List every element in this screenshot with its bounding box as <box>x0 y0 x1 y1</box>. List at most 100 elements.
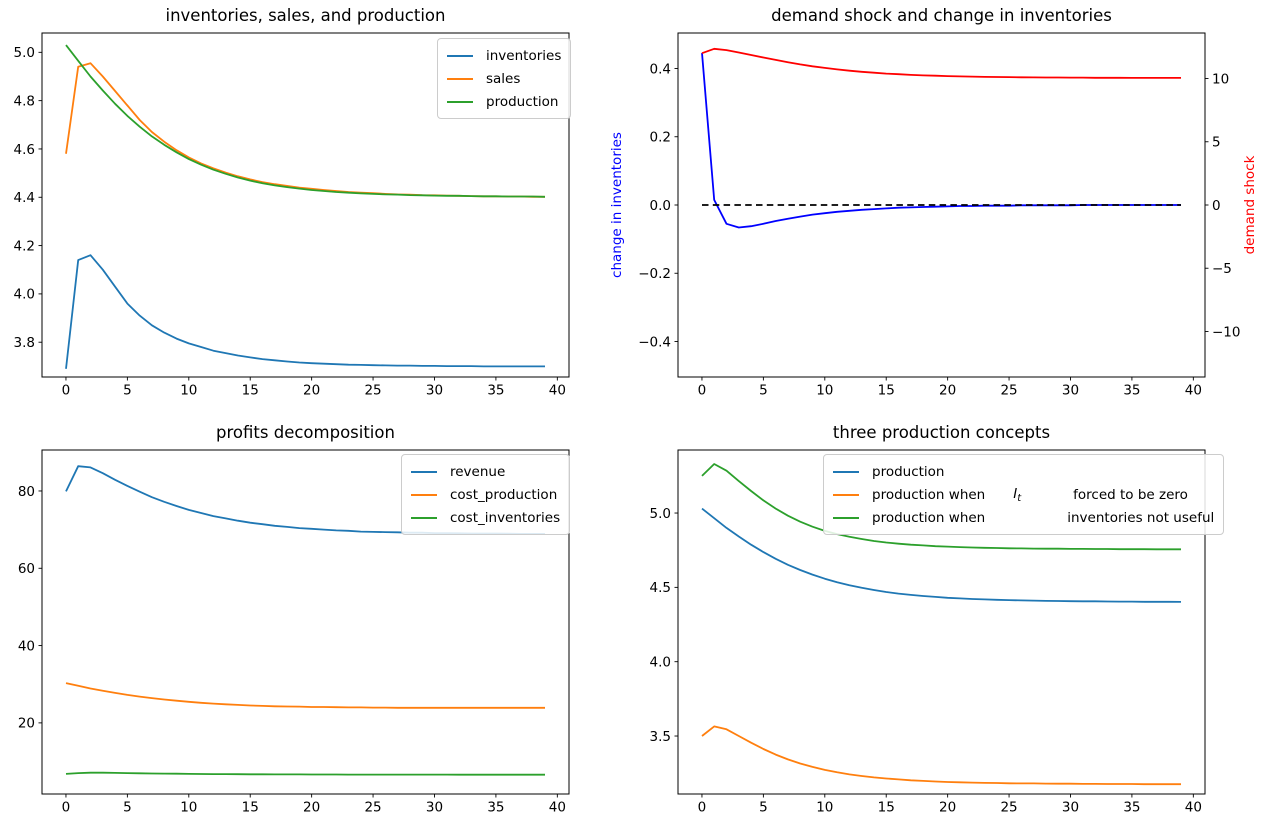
y-tick-label: 40 <box>18 638 35 654</box>
subplot-three-production-concepts: 0 5 10 15 20 25 30 35 40 3.5 4.0 4.5 5.0 three produ… <box>636 417 1272 834</box>
legend-label: inventories <box>486 47 562 64</box>
legend-three-production-concepts: production production when It forced to … <box>823 454 1225 535</box>
y-tick-label: 0.2 <box>650 130 671 146</box>
subplot-profits-decomposition: 0 5 10 15 20 25 30 35 40 20 40 60 80 profits decompo… <box>0 417 636 834</box>
legend-label-suffix: forced to be zero <box>1073 486 1188 503</box>
right-y-tick-label: −10 <box>1212 324 1241 340</box>
legend-label-prefix: production when <box>872 486 986 503</box>
legend-item: revenue <box>411 460 560 483</box>
legend-item: sales <box>447 67 561 90</box>
x-tick-label: 25 <box>1000 383 1017 399</box>
series-line-production-when-inventories-not-useful <box>701 463 1181 551</box>
y-axis-label-change-in-inventories: change in inventories <box>609 132 625 278</box>
series-line-cost-inventories <box>65 771 545 776</box>
x-tick-label: 0 <box>698 800 707 816</box>
x-tick-label: 0 <box>698 383 707 399</box>
x-tick-label: 40 <box>1185 383 1202 399</box>
series-line-inventories <box>65 254 545 369</box>
y-tick-label: 5.0 <box>14 45 35 61</box>
legend-item: production <box>447 90 561 113</box>
legend-item: production when It forced to be zero <box>833 483 1214 506</box>
x-tick-label: 40 <box>549 800 566 816</box>
plot-canvas-three-production-concepts: 0 5 10 15 20 25 30 35 40 3.5 4.0 4.5 5.0 <box>650 449 1206 816</box>
y-tick-label: 4.0 <box>14 287 35 303</box>
y-axis-label-demand-shock: demand shock <box>1242 155 1258 255</box>
y-tick-label: 4.8 <box>14 93 35 109</box>
legend-line-swatch <box>833 516 859 519</box>
legend-line-swatch <box>411 516 437 519</box>
x-tick-label: 10 <box>816 383 833 399</box>
legend-inventories-sales-production: inventories sales production <box>437 38 572 119</box>
x-tick-label: 5 <box>759 383 768 399</box>
y-tick-label: −0.2 <box>638 266 671 282</box>
legend-label-spacer <box>985 494 1013 495</box>
x-tick-label: 40 <box>1185 800 1202 816</box>
legend-item: cost_inventories <box>411 506 560 529</box>
x-tick-label: 25 <box>364 800 381 816</box>
legend-line-swatch <box>447 54 473 57</box>
legend-label: cost_production <box>450 486 558 503</box>
axes-frame <box>41 449 570 795</box>
legend-label-prefix: production when <box>872 509 986 526</box>
legend-label: revenue <box>450 463 506 480</box>
x-tick-label: 35 <box>1123 383 1140 399</box>
legend-item: cost_production <box>411 483 560 506</box>
series-line-cost-production <box>65 682 545 709</box>
x-tick-label: 30 <box>1062 383 1079 399</box>
y-tick-label: 4.6 <box>14 142 35 158</box>
plot-title-profits-decomposition: profits decomposition <box>216 423 395 442</box>
x-tick-label: 35 <box>487 383 504 399</box>
x-tick-label: 5 <box>123 383 132 399</box>
x-tick-label: 10 <box>816 800 833 816</box>
legend-line-swatch <box>447 100 473 103</box>
x-tick-label: 35 <box>487 800 504 816</box>
legend-item: production when inventories not useful <box>833 506 1214 529</box>
x-tick-label: 0 <box>62 800 71 816</box>
x-tick-label: 10 <box>180 383 197 399</box>
series-line-production-when-it-forced-to-be-zero <box>701 725 1181 786</box>
x-tick-label: 30 <box>1062 800 1079 816</box>
x-tick-label: 30 <box>426 800 443 816</box>
y-tick-label: 4.2 <box>14 238 35 254</box>
plot-title-inventories-sales-production: inventories, sales, and production <box>165 6 446 25</box>
subplot-demand-shock: 0 5 10 15 20 25 30 35 40 −0.4 −0.2 0.0 0.2 0.4 −10 −5 0 5… <box>609 0 1272 417</box>
x-tick-label: 5 <box>123 800 132 816</box>
legend-line-swatch <box>447 77 473 80</box>
y-tick-label: 4.4 <box>14 190 35 206</box>
legend-label-spacer <box>985 517 1067 518</box>
right-y-tick-label: 0 <box>1212 198 1221 214</box>
legend-item: production <box>833 460 1214 483</box>
legend-profits-decomposition: revenue cost_production cost_inventories <box>401 454 571 535</box>
plot-canvas-demand-shock: 0 5 10 15 20 25 30 35 40 −0.4 −0.2 0.0 0.2 0.4 −10 −5 0 5… <box>638 32 1241 399</box>
series-line-production <box>701 507 1182 603</box>
x-tick-label: 20 <box>939 383 956 399</box>
x-tick-label: 15 <box>242 800 259 816</box>
x-tick-label: 0 <box>62 383 71 399</box>
plot-canvas-inventories-sales-production: 0 5 10 15 20 25 30 35 40 3.8 4.0 4.2 4.4 4.6 4.8 5.0 <box>14 32 570 399</box>
legend-label-suffix: inventories not useful <box>1067 509 1215 526</box>
y-tick-label: 3.8 <box>14 335 35 351</box>
legend-item: inventories <box>447 44 561 67</box>
x-tick-label: 25 <box>364 383 381 399</box>
right-y-tick-label: 5 <box>1212 135 1221 151</box>
x-tick-label: 15 <box>878 800 895 816</box>
legend-label: production <box>872 463 945 480</box>
y-tick-label: 60 <box>18 561 35 577</box>
x-tick-label: 40 <box>549 383 566 399</box>
plot-title-demand-shock: demand shock and change in inventories <box>771 6 1112 25</box>
math-symbol-It: It <box>1013 485 1022 504</box>
y-tick-label: 3.5 <box>650 729 671 745</box>
y-tick-label: 4.0 <box>650 654 671 670</box>
axes-frame <box>41 32 570 378</box>
legend-line-swatch <box>411 493 437 496</box>
plot-title-three-production-concepts: three production concepts <box>832 423 1051 442</box>
subplot-inventories-sales-production: 0 5 10 15 20 25 30 35 40 3.8 4.0 4.2 4.4 4.6 4.8 5.0 in… <box>0 0 636 417</box>
legend-label: sales <box>486 70 521 87</box>
legend-label-spacer <box>1021 494 1073 495</box>
series-line-production <box>65 44 546 198</box>
x-tick-label: 35 <box>1123 800 1140 816</box>
legend-line-swatch <box>833 470 859 473</box>
y-tick-label: 20 <box>18 716 35 732</box>
legend-line-swatch <box>833 493 859 496</box>
